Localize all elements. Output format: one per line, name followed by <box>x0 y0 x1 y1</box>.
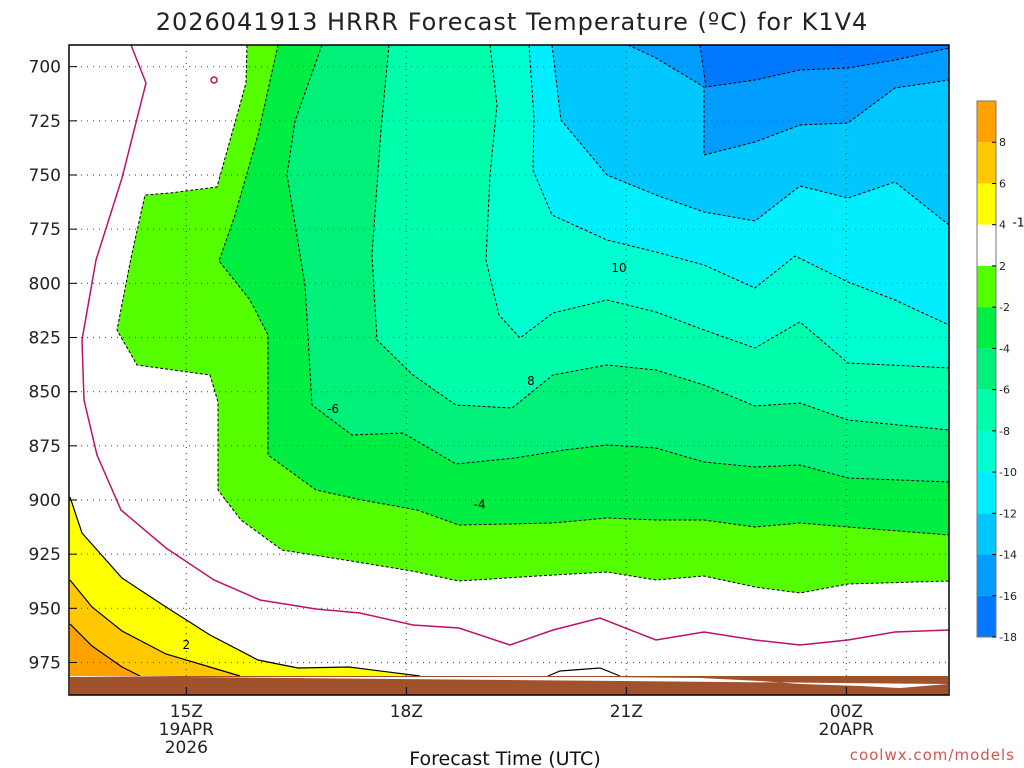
gridlines <box>69 45 949 695</box>
colorbar-swatch <box>977 430 996 473</box>
contour-plus-2-small <box>547 667 621 677</box>
colorbar: 8 6 4 2 -2 -4 -6 -8 -10 -12 -14 -16 -18 <box>976 100 1017 644</box>
colorbar-tick-label: 2 <box>999 260 1006 273</box>
colorbar-tick-label: 8 <box>999 136 1006 149</box>
contour-label-layer: 2-2-4-66810-12-14 <box>183 216 1024 653</box>
colorbar-tick-label: -18 <box>999 631 1017 644</box>
band-yellow <box>70 497 420 676</box>
contour-label: -4 <box>474 497 486 511</box>
contour-plus-2 <box>69 496 421 677</box>
contour-label: -12 <box>1013 216 1024 230</box>
y-tick-label: 775 <box>29 220 61 240</box>
contour-minus-10 <box>371 44 950 431</box>
y-tick-label: 850 <box>29 383 61 403</box>
colorbar-tick-label: -12 <box>999 507 1017 520</box>
x-tick-label: 19APR <box>159 720 215 740</box>
contour-minus-20 <box>699 44 950 88</box>
y-tick-label: 750 <box>29 166 61 186</box>
freezing-line <box>81 44 950 646</box>
colorbar-swatch <box>977 554 996 596</box>
y-tick-label: 875 <box>29 437 61 457</box>
colorbar-swatch <box>977 389 996 431</box>
colorbar-swatch <box>977 142 996 184</box>
colorbar-swatch <box>977 183 996 225</box>
y-tick-label: 925 <box>29 545 61 565</box>
colorbar-tick-label: -6 <box>999 384 1010 397</box>
x-tick-label: 21Z <box>610 702 643 722</box>
band-deep-blue <box>700 45 949 87</box>
colorbar-frame <box>976 100 997 638</box>
freezing-line-main <box>81 44 950 646</box>
x-tick-label: 15Z <box>170 702 203 722</box>
freezing-line-loop <box>210 76 218 84</box>
contour-plus-4 <box>69 579 241 677</box>
colorbar-tick-label: -8 <box>999 425 1010 438</box>
warm-contours <box>69 496 621 677</box>
y-tick-label: 975 <box>29 654 61 674</box>
colorbar-swatch <box>977 472 996 514</box>
colorbar-swatch <box>977 224 996 266</box>
y-axis: 700 725 750 775 800 825 850 875 900 925 950 975 <box>29 58 77 674</box>
y-tick-label: 900 <box>29 491 61 511</box>
x-tick-label: 2026 <box>165 738 208 758</box>
plot-area: 2 -2 -4 -6 6 8 10 -12 -14 <box>68 44 1024 696</box>
colorbar-tick-label: 6 <box>999 177 1006 190</box>
y-tick-label: 825 <box>29 329 61 349</box>
fill-bands <box>70 45 949 676</box>
plot-frame <box>68 44 950 696</box>
colorbar-swatch <box>977 307 996 349</box>
colorbar-tick-label: -14 <box>999 549 1017 562</box>
contour-minus-18 <box>627 44 950 156</box>
colorbar-swatch <box>977 348 996 390</box>
x-tick-label: 20APR <box>819 720 875 740</box>
ground <box>70 676 948 695</box>
chart-title: 2026041913 HRRR Forecast Temperature (ºC… <box>156 8 869 36</box>
y-tick-label: 800 <box>29 274 61 294</box>
colorbar-tick-label: -10 <box>999 466 1017 479</box>
x-axis: 15Z19APR202618Z21Z00Z20APR03Z06Z <box>159 687 875 758</box>
contour-minus-16 <box>551 44 950 226</box>
colorbar-swatch <box>977 101 996 143</box>
band-orange-light <box>70 580 240 676</box>
contour-minus-12 <box>485 44 950 369</box>
y-tick-label: 700 <box>29 58 61 78</box>
x-tick-label: 00Z <box>830 702 863 722</box>
x-axis-label: Forecast Time (UTC) <box>409 748 600 768</box>
contour-label: 8 <box>527 374 535 388</box>
contour-label: 10 <box>611 261 626 275</box>
credit-text[interactable]: coolwx.com/models <box>850 746 1015 764</box>
contour-label: -6 <box>327 402 339 416</box>
colorbar-swatch <box>977 265 996 308</box>
contour-label: 2 <box>183 638 191 652</box>
colorbar-tick-label: -4 <box>999 342 1010 355</box>
colorbar-swatch <box>977 513 996 555</box>
x-tick-label: 18Z <box>390 702 423 722</box>
contour-minus-6 <box>218 44 950 536</box>
colorbar-tick-label: 4 <box>999 219 1006 232</box>
colorbar-tick-label: -2 <box>999 301 1010 314</box>
contour-minus-14 <box>528 44 950 326</box>
contour-plus-6 <box>69 623 141 677</box>
y-tick-label: 950 <box>29 599 61 619</box>
contour-lines <box>116 44 950 594</box>
colorbar-tick-label: -16 <box>999 590 1017 603</box>
y-tick-label: 725 <box>29 112 61 132</box>
contour-minus-8 <box>286 44 950 483</box>
colorbar-swatch <box>977 595 996 637</box>
